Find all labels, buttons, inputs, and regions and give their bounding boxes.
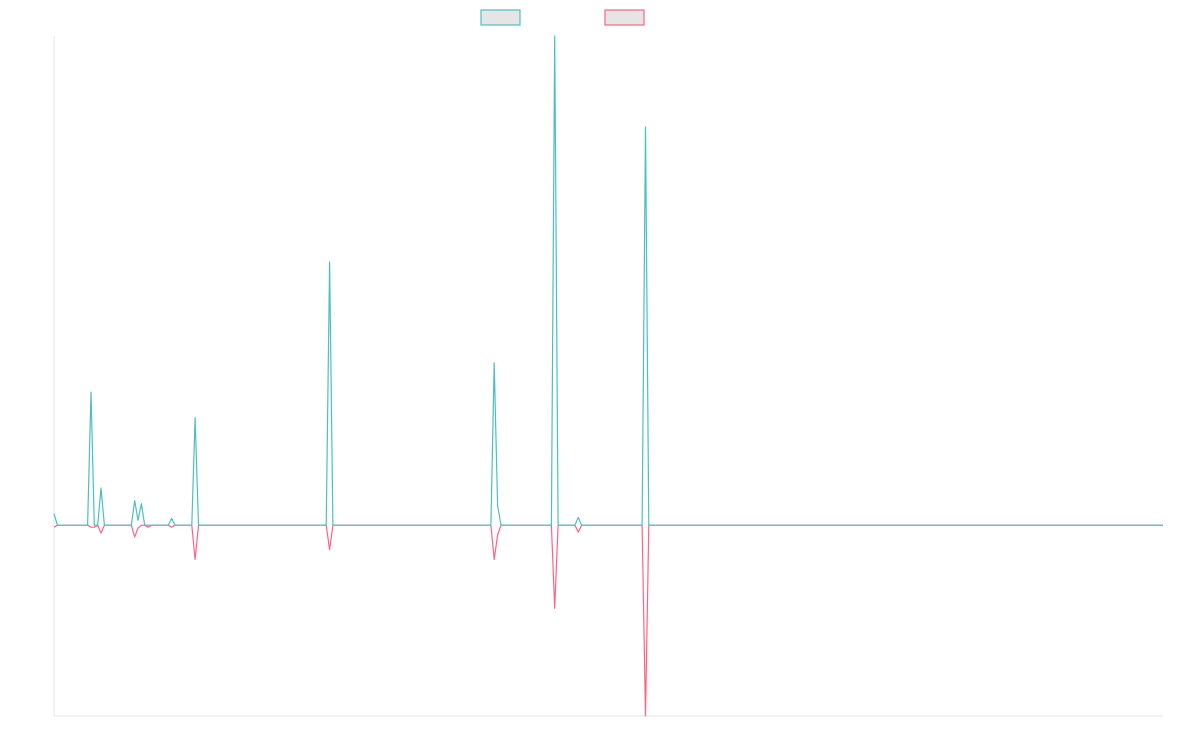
series-line-1 <box>53 35 1163 526</box>
series-line-2 <box>53 524 1163 717</box>
series-group <box>53 35 1163 717</box>
legend <box>480 9 645 26</box>
legend-item-2[interactable] <box>604 9 645 26</box>
legend-item-1[interactable] <box>480 9 521 26</box>
